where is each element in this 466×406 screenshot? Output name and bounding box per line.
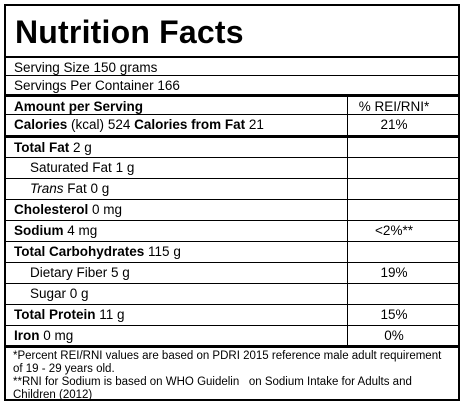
total-fat-row: Total Fat 2 g [6, 135, 458, 157]
total-protein-row: Total Protein 11 g 15% [6, 304, 458, 325]
trans-fat-row: Trans Fat 0 g [6, 178, 458, 199]
calories-label: Calories [14, 117, 68, 132]
header-row: Amount per Serving % REI/RNI* [6, 94, 458, 114]
iron-row: Iron 0 mg 0% [6, 325, 458, 345]
footnote-rei: *Percent REI/RNI values are based on PDR… [13, 350, 442, 375]
calories-value: 524 [107, 117, 131, 132]
sodium-row: Sodium 4 mg <2%** [6, 220, 458, 241]
nutrition-facts-label: Nutrition Facts Serving Size 150 grams S… [4, 4, 460, 401]
amount-per-serving-heading: Amount per Serving [14, 99, 144, 114]
total-carbohydrates-row: Total Carbohydrates 115 g [6, 241, 458, 262]
calories-percent: 21% [380, 117, 408, 132]
cholesterol-row: Cholesterol 0 mg [6, 199, 458, 220]
percent-rei-heading: % REI/RNI* [358, 99, 430, 114]
calories-row: Calories (kcal) 524 Calories from Fat 21… [6, 114, 458, 135]
calories-from-fat-label: Calories from Fat [134, 117, 246, 132]
footnotes: *Percent REI/RNI values are based on PDR… [6, 345, 458, 402]
label-title: Nutrition Facts [15, 14, 244, 50]
calories-unit: (kcal) [71, 117, 105, 132]
sugar-row: Sugar 0 g [6, 283, 458, 304]
dietary-fiber-row: Dietary Fiber 5 g 19% [6, 262, 458, 283]
servings-per-container: Servings Per Container 166 [6, 75, 458, 94]
serving-size: Serving Size 150 grams [6, 56, 458, 75]
footnote-sodium: **RNI for Sodium is based on WHO Guideli… [13, 376, 416, 401]
calories-from-fat-value: 21 [248, 117, 264, 132]
saturated-fat-row: Saturated Fat 1 g [6, 157, 458, 178]
